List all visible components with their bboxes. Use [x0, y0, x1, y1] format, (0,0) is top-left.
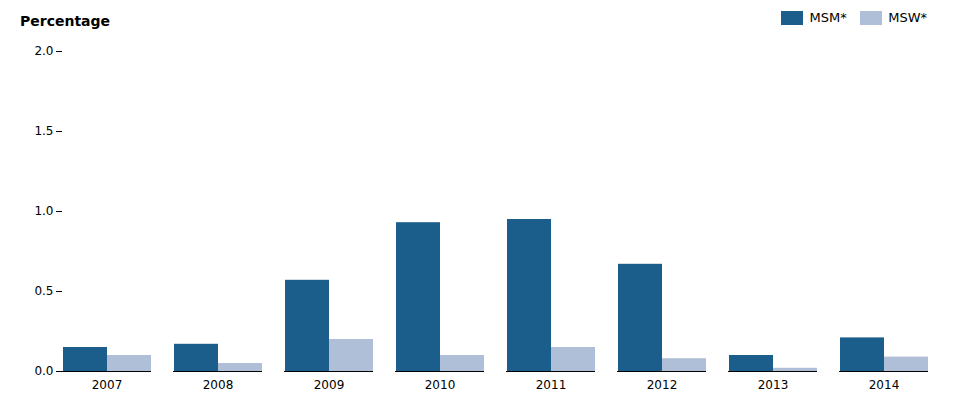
svg-text:0.0: 0.0: [34, 364, 53, 378]
svg-text:2012: 2012: [647, 378, 678, 392]
svg-text:1.5: 1.5: [34, 124, 53, 138]
svg-text:0.5: 0.5: [34, 284, 53, 298]
svg-text:2011: 2011: [536, 378, 567, 392]
svg-text:2.0: 2.0: [34, 44, 53, 58]
svg-text:2008: 2008: [203, 378, 234, 392]
html-text:Percentage: Percentage: [20, 13, 111, 29]
svg-text:2007: 2007: [92, 378, 123, 392]
svg-text:2013: 2013: [758, 378, 789, 392]
html-text:MSM*: MSM*: [809, 10, 847, 26]
html-text:MSW*: MSW*: [888, 10, 927, 26]
svg-text:2009: 2009: [314, 378, 345, 392]
svg-text:1.0: 1.0: [34, 204, 53, 218]
svg-text:2014: 2014: [869, 378, 900, 392]
svg-text:2010: 2010: [425, 378, 456, 392]
